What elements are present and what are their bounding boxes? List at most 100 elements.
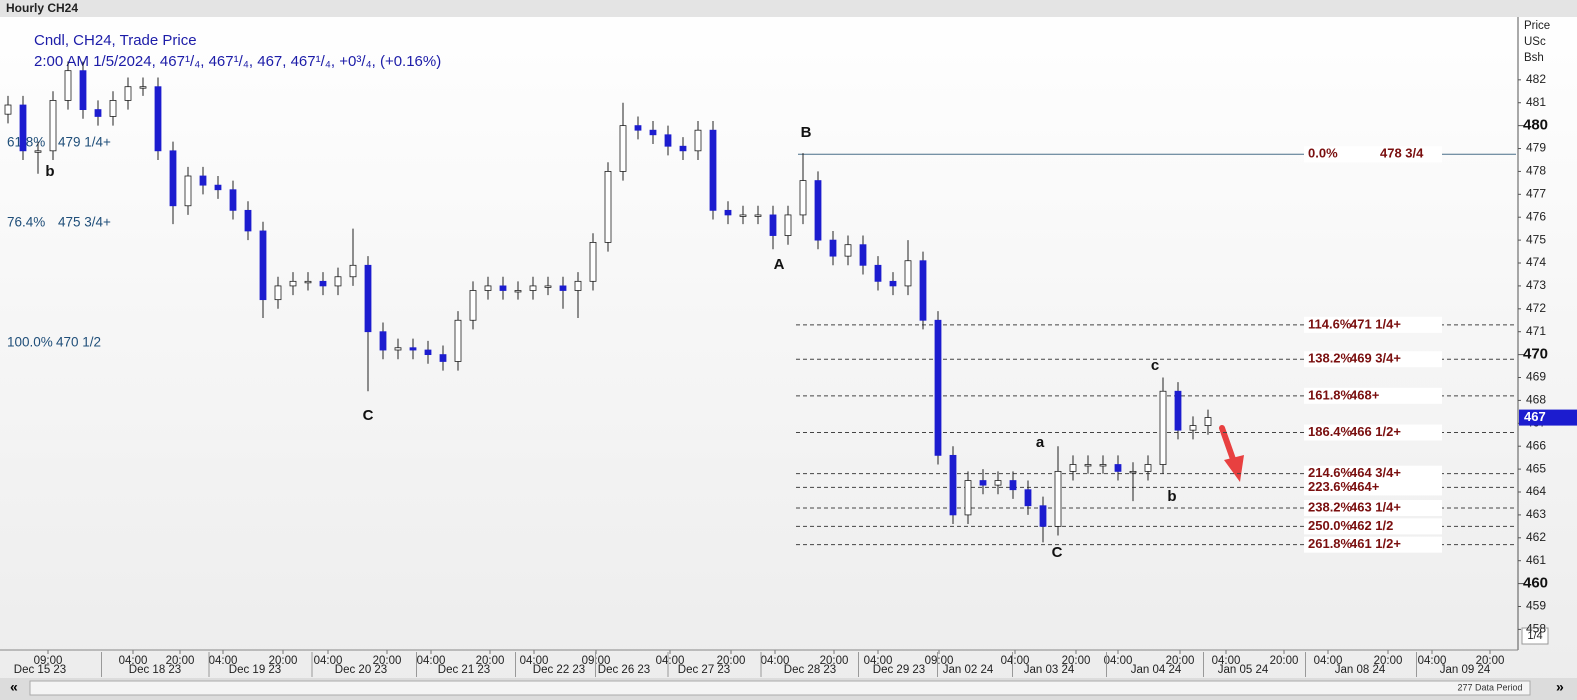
candle-body [619,125,627,172]
candle-body [694,129,702,152]
fib-label-bg [1304,424,1442,441]
y-tick-label: 465 [1526,461,1546,475]
x-tick-label: 04:00 [119,655,148,667]
y-tick-label: 479 [1526,141,1546,155]
last-price-label: 467 [1524,409,1546,424]
candle-body [139,86,147,89]
candle-body [634,125,642,131]
x-tick-label: 04:00 [1212,655,1241,667]
fib-pct: 186.4% [1308,424,1353,439]
candle-body [454,319,462,362]
candle-body [334,276,342,287]
candle-body [814,180,822,241]
y-tick-label: 480 [1523,117,1548,134]
candle-body [1054,470,1062,527]
y-tick-label: 470 [1523,346,1548,363]
candle-body [19,104,27,152]
candle-body [604,171,612,243]
zoom-label[interactable]: 1/4 [1527,630,1542,642]
fib-pct: 114.6% [1308,316,1352,331]
candle-body [379,331,387,351]
y-tick-label: 464 [1526,484,1546,498]
candle-body [1129,470,1137,474]
fib-label-bg [1304,351,1442,368]
candle-body [709,129,717,211]
y-axis-label: USc [1524,36,1546,48]
x-tick-label: 04:00 [314,655,343,667]
candle-body [439,354,447,362]
fib-price: 475 3/4+ [58,215,111,230]
candle-body [1159,390,1167,465]
x-tick-label: 04:00 [209,655,238,667]
fib-pct: 223.6% [1308,479,1353,494]
date-label: Dec 15 23 [14,664,66,676]
fib-pct: 161.8% [1308,387,1353,402]
candle-body [244,209,252,232]
candle-body [664,134,672,147]
candle-body [304,280,312,284]
fib-pct: 0.0% [1308,146,1338,161]
candle-body [979,480,987,486]
arrow-head [1224,455,1244,482]
date-label: Dec 19 23 [229,664,281,676]
y-tick-label: 460 [1523,575,1548,592]
candle-body [919,260,927,321]
fib-pct: 138.2% [1308,351,1353,366]
x-tick-label: 04:00 [1314,655,1343,667]
scroll-right[interactable]: » [1556,679,1564,695]
scroll-left[interactable]: « [10,679,18,695]
candle-body [4,104,12,115]
candle-body [169,150,177,207]
date-label: Dec 28 23 [784,664,836,676]
candle-body [949,454,957,516]
y-tick-label: 474 [1526,255,1546,269]
x-tick-label: 20:00 [820,655,849,667]
x-tick-label: 20:00 [1476,655,1505,667]
candle-body [994,480,1002,486]
legend-line: 2:00 AM 1/5/2024, 467¹/₄, 467¹/₄, 467, 4… [34,53,441,70]
candle-body [409,347,417,351]
candle-body [1084,464,1092,467]
x-tick-label: 20:00 [1270,655,1299,667]
zoom-box[interactable] [1521,627,1549,645]
candle-body [1189,425,1197,431]
candle-body [289,280,297,287]
candle-body [154,86,162,152]
x-tick-label: 20:00 [476,655,505,667]
y-tick-label: 463 [1526,507,1546,521]
fib-price: 479 1/4+ [58,134,111,149]
y-axis-label: Bsh [1524,52,1544,64]
x-tick-label: 04:00 [417,655,446,667]
date-label: Dec 20 23 [335,664,387,676]
fib-price: 461 1/2+ [1350,536,1401,551]
scroll-thumb[interactable] [29,680,1531,696]
candle-body [1204,417,1212,426]
wave-label: B [801,124,812,141]
candle-body [859,244,867,266]
candle-body [784,214,792,236]
candle-body [109,100,117,117]
fib-price: 464+ [1350,479,1380,494]
candle-body [649,129,657,136]
x-tick-label: 04:00 [864,655,893,667]
y-tick-label: 471 [1526,324,1546,338]
candle-body [214,184,222,191]
candle-body [544,285,552,288]
fib-price: 464 3/4+ [1350,465,1401,480]
date-label: Jan 08 24 [1335,664,1386,676]
fib-price: 466 1/2+ [1350,424,1401,439]
y-tick-label: 475 [1526,232,1546,246]
fib-label-bg [1304,536,1442,553]
candle-body [229,189,237,211]
date-label: Jan 02 24 [943,664,994,676]
y-tick-label: 458 [1526,622,1546,636]
candle-body [904,260,912,287]
x-tick-label: 09:00 [925,655,954,667]
y-tick-label: 459 [1526,599,1546,613]
candle-body [484,285,492,291]
fib-price: 468+ [1350,387,1380,402]
candle-body [64,70,72,101]
candle-body [964,480,972,516]
y-tick-label: 476 [1526,209,1546,223]
